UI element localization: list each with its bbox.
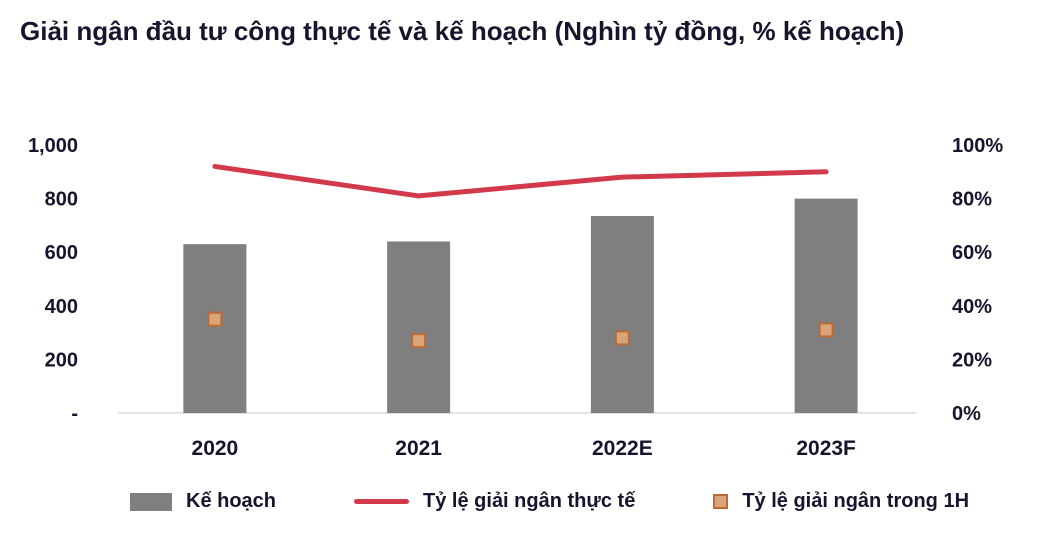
right-axis-tick: 40% — [952, 296, 992, 318]
chart-canvas: 1,000 800 600 400 200 - 100% 80% 60% 40% 20% 0% 20… — [28, 135, 1003, 460]
x-axis-label: 2023F — [796, 437, 856, 460]
x-axis-label: 2021 — [395, 437, 442, 460]
bar-ke-hoach — [387, 241, 451, 413]
square-marker-1h — [614, 330, 630, 346]
square-marker-swatch-icon — [713, 494, 729, 509]
bar-ke-hoach — [183, 244, 247, 413]
left-axis-tick: 400 — [45, 296, 78, 318]
right-axis-tick: 60% — [952, 242, 992, 264]
left-axis-tick: 800 — [45, 189, 78, 211]
bar-swatch-icon — [130, 492, 172, 511]
left-axis-tick: 1,000 — [28, 135, 78, 157]
chart-title: Giải ngân đầu tư công thực tế và kế hoạc… — [20, 16, 905, 46]
right-axis-tick: 0% — [952, 403, 981, 425]
square-marker-1h — [818, 322, 834, 338]
x-axis-label: 2022E — [592, 437, 653, 460]
legend-label-ty-le-1h: Tỷ lệ giải ngân trong 1H — [742, 490, 970, 512]
right-axis-tick: 100% — [952, 135, 1003, 157]
right-axis-tick: 80% — [952, 189, 992, 211]
bar-ke-hoach — [794, 198, 858, 413]
bar-ke-hoach — [590, 216, 654, 413]
chart-legend: Kế hoạch Tỷ lệ giải ngân thực tế Tỷ lệ g… — [130, 490, 969, 513]
legend-item-ty-le-1h: Tỷ lệ giải ngân trong 1H — [713, 490, 969, 513]
legend-label-ke-hoach: Kế hoạch — [186, 490, 277, 512]
right-axis-tick: 20% — [952, 349, 992, 371]
square-marker-1h — [207, 311, 223, 327]
square-marker-1h — [411, 333, 427, 349]
legend-item-ke-hoach: Kế hoạch — [130, 490, 276, 513]
line-ty-le-giai-ngan-thuc-te — [212, 163, 829, 199]
legend-item-ty-le-thuc-te: Tỷ lệ giải ngân thực tế — [354, 490, 635, 513]
left-axis-tick: 600 — [45, 242, 78, 264]
left-axis-tick: 200 — [45, 349, 78, 371]
line-swatch-icon — [354, 499, 410, 504]
legend-label-ty-le-thuc-te: Tỷ lệ giải ngân thực tế — [423, 490, 636, 512]
left-axis-tick: - — [71, 403, 78, 425]
x-axis-label: 2020 — [192, 437, 239, 460]
